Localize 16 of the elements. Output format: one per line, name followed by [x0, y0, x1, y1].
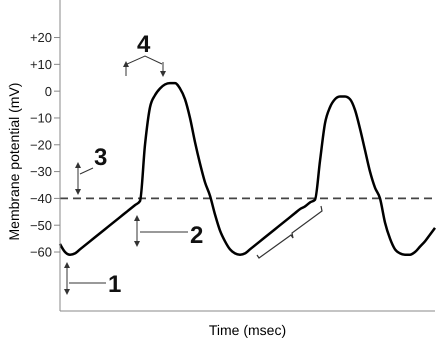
- annotation: 4: [137, 31, 151, 58]
- annotation: 2: [190, 222, 204, 249]
- y-tick-label: −20: [30, 137, 52, 152]
- y-tick-label: +10: [30, 56, 52, 72]
- y-tick-label: −50: [30, 218, 52, 233]
- y-tick-label: +20: [30, 30, 52, 46]
- y-tick-label: 0: [44, 84, 52, 99]
- annotation: 1: [108, 271, 122, 298]
- line-series: [58, 82, 436, 256]
- x-axis-title: Time (msec): [208, 322, 286, 338]
- y-axis-title: Membrane potential (mV): [6, 82, 22, 240]
- y-tick-label: −60: [30, 244, 52, 260]
- y-tick-label: −30: [30, 164, 52, 180]
- y-tick-label: −10: [30, 110, 52, 126]
- y-tick-label: −40: [30, 191, 52, 206]
- annotation: 3: [94, 144, 108, 171]
